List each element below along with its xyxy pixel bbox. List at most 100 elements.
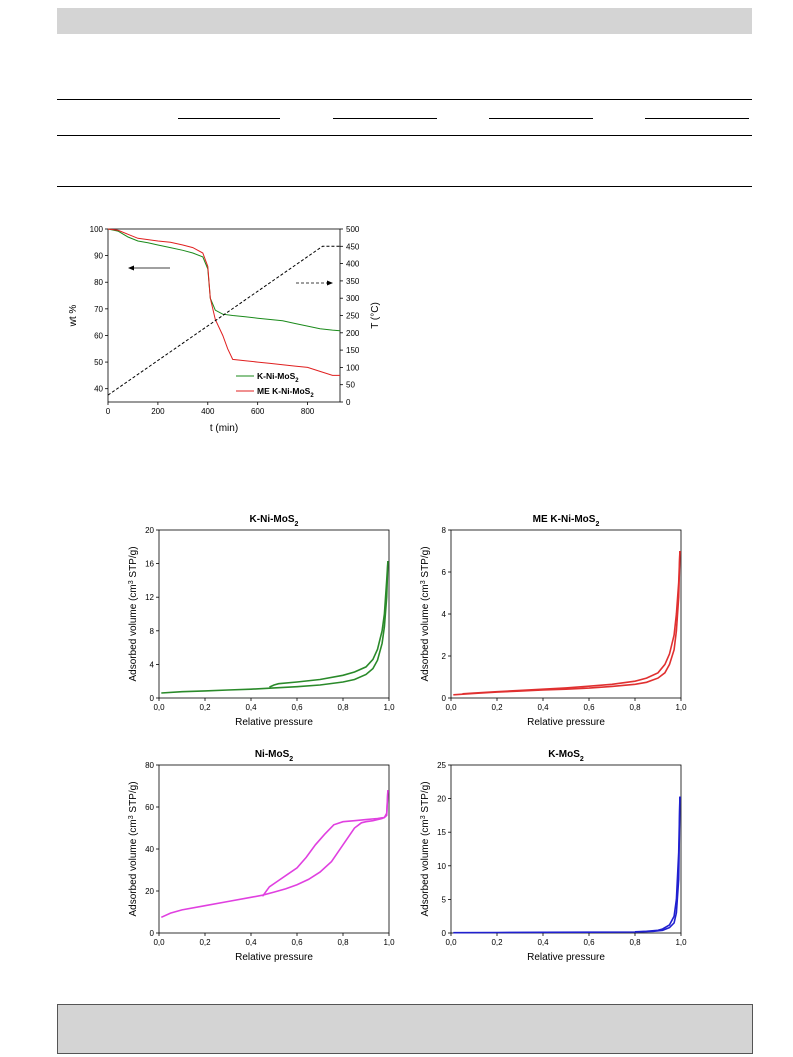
k-mos2-x-tick-label: 1,0 — [675, 938, 687, 947]
ni-mos2-y-tick-label: 80 — [145, 761, 154, 770]
k-mos2-adsorption-line — [453, 796, 681, 934]
ni-mos2-x-tick-label: 1,0 — [383, 938, 395, 947]
tga-y-tick-label: 80 — [94, 278, 103, 287]
tga-legend-label: ME K-Ni-MoS2 — [257, 386, 314, 399]
ni-mos2-y-tick-label: 40 — [145, 845, 154, 854]
k-ni-mos2-y-tick-label: 12 — [145, 593, 154, 602]
me-k-ni-mos2-y-tick-label: 0 — [442, 694, 447, 703]
table-sub-rule-2 — [333, 118, 437, 119]
tga-y2-tick-label: 100 — [346, 363, 360, 372]
header-bar — [57, 8, 752, 34]
table-mid-rule — [57, 135, 752, 136]
me-k-ni-mos2-title: ME K-Ni-MoS2 — [533, 514, 600, 528]
k-ni-mos2-y-tick-label: 0 — [150, 694, 155, 703]
isotherm-chart-ni-mos2: Ni-MoS2 0 20 40 60 80 0,0 0,2 0,4 0,6 0,8 1,0 Relati… — [128, 749, 396, 963]
me-k-ni-mos2-y-tick-label: 2 — [442, 652, 447, 661]
isotherm-chart-k-mos2: K-MoS2 0 5 10 15 20 25 0,0 0,2 0,4 0,6 0,8 1,0 Relati… — [420, 749, 688, 963]
k-ni-mos2-adsorption-line — [161, 561, 389, 694]
tga-y-axis-label: wt % — [68, 305, 79, 328]
ni-mos2-title: Ni-MoS2 — [255, 749, 293, 763]
isotherm-chart-k-ni-mos2: K-Ni-MoS2 0 4 8 12 16 20 0,0 0,2 0,4 0,6 0,8 1,0 Rela… — [128, 514, 396, 728]
table-top-rule — [57, 99, 752, 100]
tga-x-tick-label: 800 — [301, 407, 315, 416]
k-ni-mos2-x-tick-label: 0,2 — [199, 703, 211, 712]
k-ni-mos2-y-tick-label: 4 — [150, 660, 155, 669]
tga-y-tick-label: 60 — [94, 331, 103, 340]
me-k-ni-mos2-plot-frame — [450, 529, 682, 699]
k-mos2-x-tick-label: 0,2 — [491, 938, 503, 947]
tga-y2-tick-label: 450 — [346, 242, 360, 251]
tga-chart: 40 50 60 70 80 90 100 0 50 100 150 200 250 300 350 400 4… — [68, 225, 381, 434]
k-ni-mos2-x-tick-label: 0,4 — [245, 703, 257, 712]
me-k-ni-mos2-x-tick-label: 0,2 — [491, 703, 503, 712]
me-k-ni-mos2-x-axis-label: Relative pressure — [527, 717, 605, 728]
me-k-ni-mos2-x-tick-label: 0,6 — [583, 703, 595, 712]
k-mos2-y-tick-label: 15 — [437, 828, 446, 837]
ni-mos2-x-tick-label: 0,8 — [337, 938, 349, 947]
tga-legend-label: K-Ni-MoS2 — [257, 371, 299, 384]
k-ni-mos2-desorption-line — [269, 561, 389, 688]
me-k-ni-mos2-x-tick-label: 0,0 — [445, 703, 457, 712]
tga-x-tick-label: 400 — [201, 407, 215, 416]
table-sub-rule-3 — [489, 118, 593, 119]
tga-y2-tick-label: 500 — [346, 225, 360, 234]
tga-y2-tick-label: 50 — [346, 381, 355, 390]
ni-mos2-y-tick-label: 20 — [145, 887, 154, 896]
ni-mos2-x-tick-label: 0,0 — [153, 938, 165, 947]
me-k-ni-mos2-adsorption-line — [453, 550, 681, 696]
tga-y2-tick-label: 200 — [346, 329, 360, 338]
tga-y2-axis-label: T (°C) — [370, 302, 381, 329]
tga-left-arrowhead — [128, 265, 134, 271]
footer-box — [57, 1004, 753, 1054]
k-mos2-desorption-line — [634, 796, 681, 933]
tga-y2-tick-label: 150 — [346, 346, 360, 355]
ni-mos2-adsorption-line — [160, 790, 389, 919]
k-mos2-x-tick-label: 0,6 — [583, 938, 595, 947]
ni-mos2-x-axis-label: Relative pressure — [235, 952, 313, 963]
k-ni-mos2-y-tick-label: 16 — [145, 560, 154, 569]
tga-y-tick-label: 50 — [94, 358, 103, 367]
k-mos2-x-tick-label: 0,0 — [445, 938, 457, 947]
k-mos2-y-tick-label: 0 — [442, 929, 447, 938]
k-mos2-x-tick-label: 0,4 — [537, 938, 549, 947]
me-k-ni-mos2-y-tick-label: 4 — [442, 610, 447, 619]
k-mos2-y-axis-label: Adsorbed volume (cm3 STP/g) — [420, 781, 432, 916]
ni-mos2-x-tick-label: 0,4 — [245, 938, 257, 947]
me-k-ni-mos2-y-tick-label: 8 — [442, 526, 447, 535]
ni-mos2-desorption-line — [261, 790, 389, 897]
k-ni-mos2-x-tick-label: 0,6 — [291, 703, 303, 712]
k-ni-mos2-y-tick-label: 8 — [150, 627, 155, 636]
me-k-ni-mos2-x-tick-label: 0,8 — [629, 703, 641, 712]
ni-mos2-y-tick-label: 0 — [150, 929, 155, 938]
tga-y-tick-label: 40 — [94, 385, 103, 394]
me-k-ni-mos2-desorption-line — [462, 550, 681, 695]
ni-mos2-x-tick-label: 0,2 — [199, 938, 211, 947]
tga-y2-tick-label: 300 — [346, 294, 360, 303]
k-ni-mos2-y-axis-label: Adsorbed volume (cm3 STP/g) — [128, 546, 140, 681]
table-bottom-rule — [57, 186, 752, 187]
tga-y-tick-label: 100 — [90, 225, 104, 234]
ni-mos2-y-tick-label: 60 — [145, 803, 154, 812]
k-ni-mos2-x-tick-label: 0,0 — [153, 703, 165, 712]
tga-x-axis-label: t (min) — [210, 423, 238, 434]
k-ni-mos2-x-tick-label: 1,0 — [383, 703, 395, 712]
me-k-ni-mos2-y-axis-label: Adsorbed volume (cm3 STP/g) — [420, 546, 432, 681]
tga-right-arrowhead — [327, 280, 333, 286]
k-mos2-title: K-MoS2 — [548, 749, 584, 763]
me-k-ni-mos2-x-tick-label: 0,4 — [537, 703, 549, 712]
tga-series-line-0 — [107, 228, 341, 332]
k-ni-mos2-title: K-Ni-MoS2 — [250, 514, 299, 528]
k-mos2-y-tick-label: 10 — [437, 862, 446, 871]
tga-y2-tick-label: 0 — [346, 398, 351, 407]
tga-y2-tick-label: 350 — [346, 277, 360, 286]
isotherm-chart-me-k-ni-mos2: ME K-Ni-MoS2 0 2 4 6 8 0,0 0,2 0,4 0,6 0,8 1,0 Relat… — [420, 514, 688, 728]
k-mos2-y-tick-label: 5 — [442, 895, 447, 904]
table-sub-rule-1 — [178, 118, 280, 119]
tga-plot-frame — [107, 228, 341, 403]
k-mos2-x-axis-label: Relative pressure — [527, 952, 605, 963]
k-mos2-y-tick-label: 20 — [437, 795, 446, 804]
k-ni-mos2-y-tick-label: 20 — [145, 526, 154, 535]
tga-x-tick-label: 200 — [151, 407, 165, 416]
tga-y2-tick-label: 400 — [346, 260, 360, 269]
tga-y-tick-label: 90 — [94, 252, 103, 261]
